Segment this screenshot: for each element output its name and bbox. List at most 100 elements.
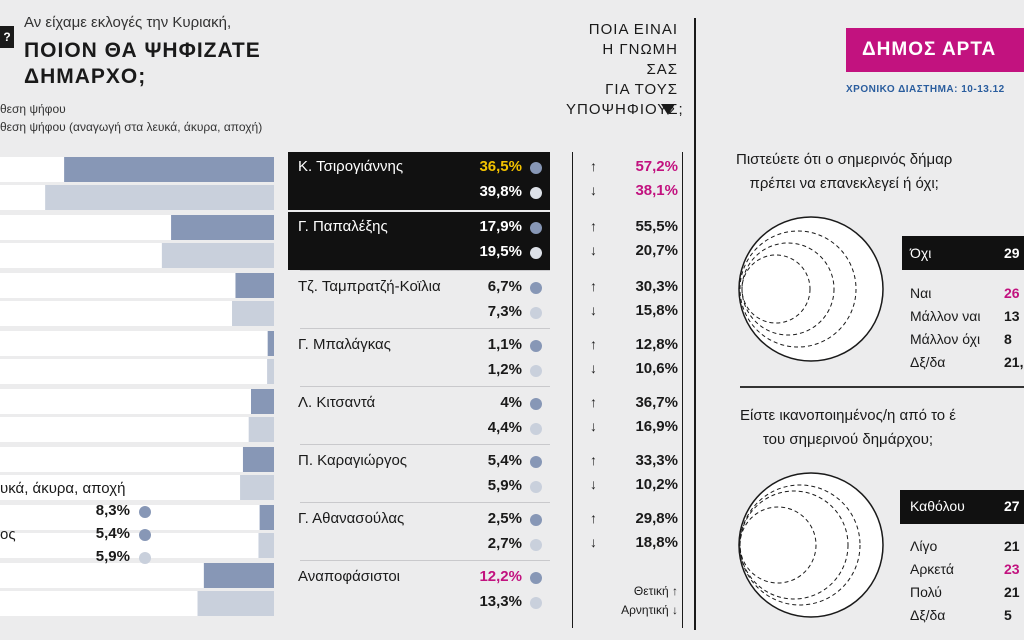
negative-value: 16,9% xyxy=(635,418,678,435)
question-1: Πιστεύετε ότι ο σημερινός δήμαρ πρέπει ν… xyxy=(736,148,952,196)
arrow-up-icon: ↑ xyxy=(590,278,597,294)
other-value-3: 5,9% xyxy=(95,548,130,565)
candidate-name: Κ. Τσιρογιάννης xyxy=(298,158,404,175)
other-value-2: 5,4% xyxy=(95,525,130,542)
circles-chart-1 xyxy=(738,216,884,362)
other-dot-2 xyxy=(139,529,151,541)
answer-label: Πολύ xyxy=(910,584,942,600)
positive-value: 55,5% xyxy=(635,218,678,235)
vote-headline-line1: ΠΟΙΟΝ ΘΑ ΨΗΦΙΖΑΤΕ xyxy=(24,39,261,62)
vote-headline-line2: ΔΗΜΑΡΧΟ; xyxy=(24,65,147,88)
second-vote-dot xyxy=(530,365,542,377)
answer-box-q1 xyxy=(902,236,1024,270)
candidate-first-pct: 2,5% xyxy=(487,510,522,527)
bar-track xyxy=(0,273,274,298)
first-vote-dot xyxy=(530,398,542,410)
other-dot-1 xyxy=(139,506,151,518)
candidate-name: Γ. Παπαλέξης xyxy=(298,218,388,235)
opinion-heading-line4: ΥΠΟΨΗΦΙΟΥΣ; xyxy=(566,101,684,118)
answer-label: Όχι xyxy=(910,245,932,261)
answer-label: Καθόλου xyxy=(910,498,965,514)
candidate-name: Γ. Μπαλάγκας xyxy=(298,336,391,353)
candidate-row: Γ. Παπαλέξης 17,9% 19,5% xyxy=(288,212,550,270)
legend-positive-label: Θετική xyxy=(633,584,669,598)
row-separator xyxy=(300,444,550,445)
candidate-row: Λ. Κιτσαντά 4% 4,4% xyxy=(288,388,550,446)
first-vote-dot xyxy=(530,340,542,352)
candidate-name: Λ. Κιτσαντά xyxy=(298,394,376,411)
answer-value: 29 xyxy=(1004,245,1020,261)
arrow-down-icon: ↓ xyxy=(672,603,678,617)
candidate-first-pct: 12,2% xyxy=(479,568,522,585)
opinion-right-rule xyxy=(682,152,683,628)
vote-bars-chart xyxy=(0,157,275,616)
bar-second-vote xyxy=(45,185,275,210)
first-vote-dot xyxy=(530,514,542,526)
row-separator xyxy=(300,386,550,387)
candidate-second-pct: 1,2% xyxy=(487,361,522,378)
negative-value: 10,6% xyxy=(635,360,678,377)
second-vote-dot xyxy=(530,307,542,319)
candidate-row: Γ. Μπαλάγκας 1,1% 1,2% xyxy=(288,330,550,388)
bar-track xyxy=(0,533,274,558)
answer-box-q2 xyxy=(900,490,1024,524)
positive-value: 29,8% xyxy=(635,510,678,527)
answer-label: Λίγο xyxy=(910,538,938,554)
opinion-heading: ΠΟΙΑ ΕΙΝΑΙ Η ΓΝΩΜΗ ΣΑΣ ΓΙΑ ΤΟΥΣ ΥΠΟΨΗΦΙΟ… xyxy=(566,20,684,120)
first-vote-dot xyxy=(530,282,542,294)
candidate-row: Κ. Τσιρογιάννης 36,5% 39,8% xyxy=(288,152,550,210)
candidate-second-pct: 13,3% xyxy=(479,593,522,610)
bar-track xyxy=(0,331,274,356)
candidate-name: Αναποφάσιστοι xyxy=(298,568,401,585)
candidate-first-pct: 6,7% xyxy=(487,278,522,295)
bar-first-vote xyxy=(203,563,274,588)
bar-second-vote xyxy=(232,301,274,326)
first-vote-dot xyxy=(530,222,542,234)
candidate-first-pct: 5,4% xyxy=(487,452,522,469)
row-separator xyxy=(300,328,550,329)
candidate-first-pct: 1,1% xyxy=(487,336,522,353)
second-vote-dot xyxy=(530,539,542,551)
opinion-left-rule xyxy=(572,152,573,628)
circles-chart-2 xyxy=(738,472,884,618)
question-1-line2: πρέπει να επανεκλεγεί ή όχι; xyxy=(749,175,939,192)
arrow-up-icon: ↑ xyxy=(590,336,597,352)
positive-value: 33,3% xyxy=(635,452,678,469)
first-vote-dot xyxy=(530,162,542,174)
candidate-second-pct: 2,7% xyxy=(487,535,522,552)
vote-intro: Αν είχαμε εκλογές την Κυριακή, xyxy=(24,14,232,31)
bar-first-vote xyxy=(64,157,274,182)
opinion-heading-line1: ΠΟΙΑ ΕΙΝΑΙ xyxy=(588,21,678,38)
legend-first: θεση ψήφου xyxy=(0,102,66,116)
legend-negative-label: Αρνητική xyxy=(621,603,669,617)
legend-second: θεση ψήφου (αναγωγή στα λευκά, άκυρα, απ… xyxy=(0,120,263,134)
other-dot-3 xyxy=(139,552,151,564)
row-separator xyxy=(300,502,550,503)
bar-second-vote xyxy=(248,417,274,442)
candidate-row: Αναποφάσιστοι 12,2% 13,3% xyxy=(288,562,550,620)
second-vote-dot xyxy=(530,247,542,259)
arrow-down-icon: ↓ xyxy=(590,534,597,550)
candidate-name: Τζ. Ταμπρατζή-Κοϊλια xyxy=(298,278,441,295)
negative-value: 10,2% xyxy=(635,476,678,493)
bar-track xyxy=(0,359,274,384)
question-2-line2: του σημερινού δημάρχου; xyxy=(762,431,934,448)
question-2-line1: Είστε ικανοποιημένος/η από το έ xyxy=(740,407,956,424)
other-label: υκά, άκυρα, αποχή xyxy=(0,480,126,497)
second-vote-dot xyxy=(530,597,542,609)
second-vote-dot xyxy=(530,481,542,493)
bar-track xyxy=(0,417,274,442)
second-vote-dot xyxy=(530,187,542,199)
opinion-heading-line2: Η ΓΝΩΜΗ ΣΑΣ xyxy=(602,41,678,78)
answer-label: Μάλλον ναι xyxy=(910,308,981,324)
candidate-row: Π. Καραγιώργος 5,4% 5,9% xyxy=(288,446,550,504)
bar-second-vote xyxy=(197,591,274,616)
arrow-up-icon: ↑ xyxy=(672,584,678,598)
arrow-up-icon: ↑ xyxy=(590,158,597,174)
candidate-first-pct: 4% xyxy=(500,394,522,411)
other-value-1: 8,3% xyxy=(95,502,130,519)
negative-value: 38,1% xyxy=(635,182,678,199)
question-2: Είστε ικανοποιημένος/η από το έ του σημε… xyxy=(740,404,956,452)
arrow-down-icon: ↓ xyxy=(590,182,597,198)
negative-value: 15,8% xyxy=(635,302,678,319)
